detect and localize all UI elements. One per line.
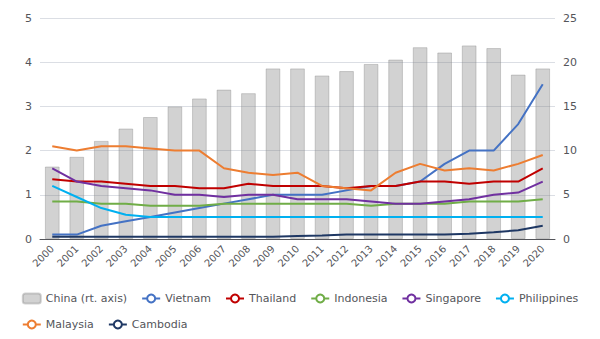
svg-text:0: 0 — [25, 233, 32, 246]
svg-text:2000: 2000 — [30, 243, 56, 269]
svg-text:2015: 2015 — [398, 243, 424, 269]
svg-text:20: 20 — [563, 56, 577, 69]
svg-text:Philippines: Philippines — [519, 292, 579, 305]
svg-text:2007: 2007 — [202, 243, 228, 269]
svg-text:1: 1 — [25, 188, 32, 201]
svg-text:2008: 2008 — [227, 243, 253, 269]
svg-text:2003: 2003 — [104, 243, 130, 269]
svg-text:2001: 2001 — [55, 243, 81, 269]
svg-text:2: 2 — [25, 144, 32, 157]
svg-text:2013: 2013 — [349, 243, 375, 269]
svg-text:5: 5 — [563, 188, 570, 201]
svg-text:Indonesia: Indonesia — [334, 292, 387, 305]
svg-text:2005: 2005 — [153, 243, 179, 269]
svg-text:China (rt. axis): China (rt. axis) — [46, 292, 127, 305]
svg-text:2002: 2002 — [79, 243, 105, 269]
svg-text:2009: 2009 — [251, 243, 277, 269]
svg-text:15: 15 — [563, 100, 577, 113]
svg-text:Malaysia: Malaysia — [46, 318, 94, 331]
svg-text:2010: 2010 — [276, 243, 302, 269]
svg-text:5: 5 — [25, 12, 32, 25]
svg-text:Cambodia: Cambodia — [132, 318, 188, 331]
svg-text:2019: 2019 — [496, 243, 522, 269]
svg-text:2012: 2012 — [325, 243, 351, 269]
svg-text:3: 3 — [25, 100, 32, 113]
svg-text:2018: 2018 — [472, 243, 498, 269]
svg-text:2017: 2017 — [447, 243, 473, 269]
svg-text:Thailand: Thailand — [248, 292, 296, 305]
svg-text:2020: 2020 — [521, 243, 547, 269]
svg-text:10: 10 — [563, 144, 577, 157]
svg-text:Singapore: Singapore — [425, 292, 481, 305]
svg-text:2016: 2016 — [423, 243, 449, 269]
svg-text:2004: 2004 — [128, 243, 154, 269]
svg-text:2006: 2006 — [178, 243, 204, 269]
svg-text:25: 25 — [563, 12, 577, 25]
svg-text:Vietnam: Vietnam — [165, 292, 211, 305]
svg-text:4: 4 — [25, 56, 32, 69]
svg-text:2014: 2014 — [374, 243, 400, 269]
svg-text:0: 0 — [563, 233, 570, 246]
svg-text:2011: 2011 — [300, 243, 326, 269]
